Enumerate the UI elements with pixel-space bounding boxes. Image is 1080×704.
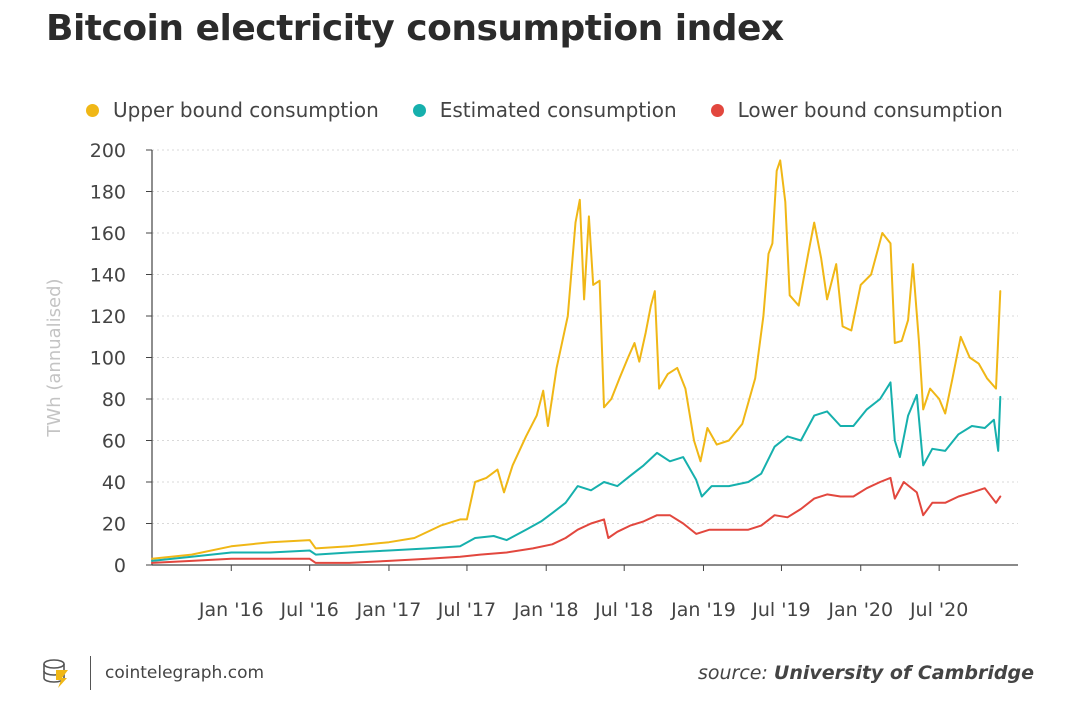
y-tick-label-20: 20 (102, 514, 126, 536)
y-tick-label-180: 180 (90, 182, 126, 204)
source-credit: source: University of Cambridge (698, 662, 1034, 684)
x-tick-label-3: Jul '17 (437, 599, 496, 621)
y-tick-label-120: 120 (90, 306, 126, 328)
legend-label-upper: Upper bound consumption (113, 98, 379, 122)
y-tick-label-100: 100 (90, 348, 126, 370)
legend-item-upper: Upper bound consumption (86, 98, 379, 122)
legend-label-estimated: Estimated consumption (439, 98, 677, 122)
chart-legend: Upper bound consumption Estimated consum… (86, 98, 1003, 122)
series-line-lower-bound-consumption (151, 476, 1002, 564)
footer-divider (90, 656, 91, 690)
source-prefix: source: (697, 662, 768, 684)
y-tick-label-60: 60 (102, 431, 126, 453)
footer-brand: cointelegraph.com (40, 656, 264, 690)
legend-item-estimated: Estimated consumption (412, 98, 677, 122)
x-tick-label-4: Jan '18 (513, 599, 579, 621)
series-line-estimated-consumption (151, 381, 1002, 562)
x-tick-label-6: Jan '19 (670, 599, 736, 621)
y-tick-label-80: 80 (102, 389, 126, 411)
chart-title: Bitcoin electricity consumption index (46, 8, 784, 49)
legend-item-lower: Lower bound consumption (710, 98, 1003, 122)
y-tick-label-140: 140 (90, 265, 126, 287)
y-axis-label: TWh (annualised) (44, 278, 65, 437)
source-name: University of Cambridge (773, 662, 1034, 684)
x-tick-label-8: Jan '20 (827, 599, 893, 621)
y-tick-label-160: 160 (90, 223, 126, 245)
cointelegraph-coin-stack-icon (43, 659, 68, 688)
x-tick-label-1: Jul '16 (280, 599, 339, 621)
y-tick-label-200: 200 (90, 140, 126, 162)
legend-label-lower: Lower bound consumption (737, 98, 1003, 122)
y-tick-label-0: 0 (114, 555, 126, 577)
brand-link[interactable]: cointelegraph.com (105, 663, 265, 683)
x-tick-label-9: Jul '20 (909, 599, 968, 621)
series-line-upper-bound-consumption (151, 159, 1002, 560)
x-tick-label-5: Jul '18 (594, 599, 653, 621)
y-tick-label-40: 40 (102, 472, 126, 494)
legend-dot-lower (710, 103, 724, 117)
legend-dot-upper (86, 103, 99, 117)
x-tick-label-0: Jan '16 (198, 599, 264, 621)
x-tick-label-2: Jan '17 (356, 599, 422, 621)
x-tick-label-7: Jul '19 (751, 599, 810, 621)
legend-dot-estimated (412, 103, 426, 117)
